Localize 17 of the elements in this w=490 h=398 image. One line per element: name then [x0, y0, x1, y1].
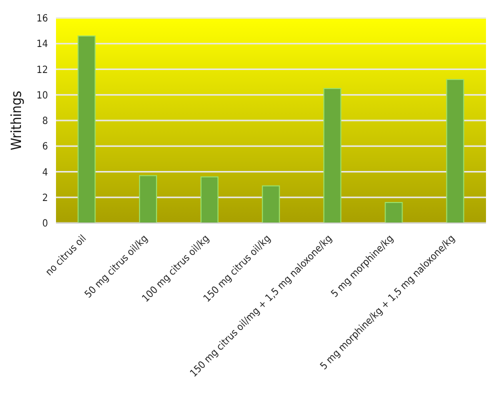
y-axis-title: Writhings [8, 90, 25, 150]
y-tick-label: 10 [36, 90, 48, 102]
y-tick-label: 12 [36, 64, 48, 76]
y-tick-label: 16 [36, 14, 48, 25]
bar [139, 175, 158, 223]
y-tick-label: 14 [36, 39, 48, 50]
bar [446, 79, 464, 223]
bar [200, 176, 218, 223]
bar [262, 185, 280, 223]
y-tick-label: 8 [42, 116, 48, 128]
bar [78, 35, 96, 223]
bar [323, 88, 342, 223]
y-tick-label: 6 [42, 142, 48, 153]
y-tick-label: 0 [42, 218, 48, 230]
y-tick-label: 4 [42, 167, 48, 178]
bar [384, 202, 403, 223]
y-tick-label: 2 [42, 192, 48, 204]
